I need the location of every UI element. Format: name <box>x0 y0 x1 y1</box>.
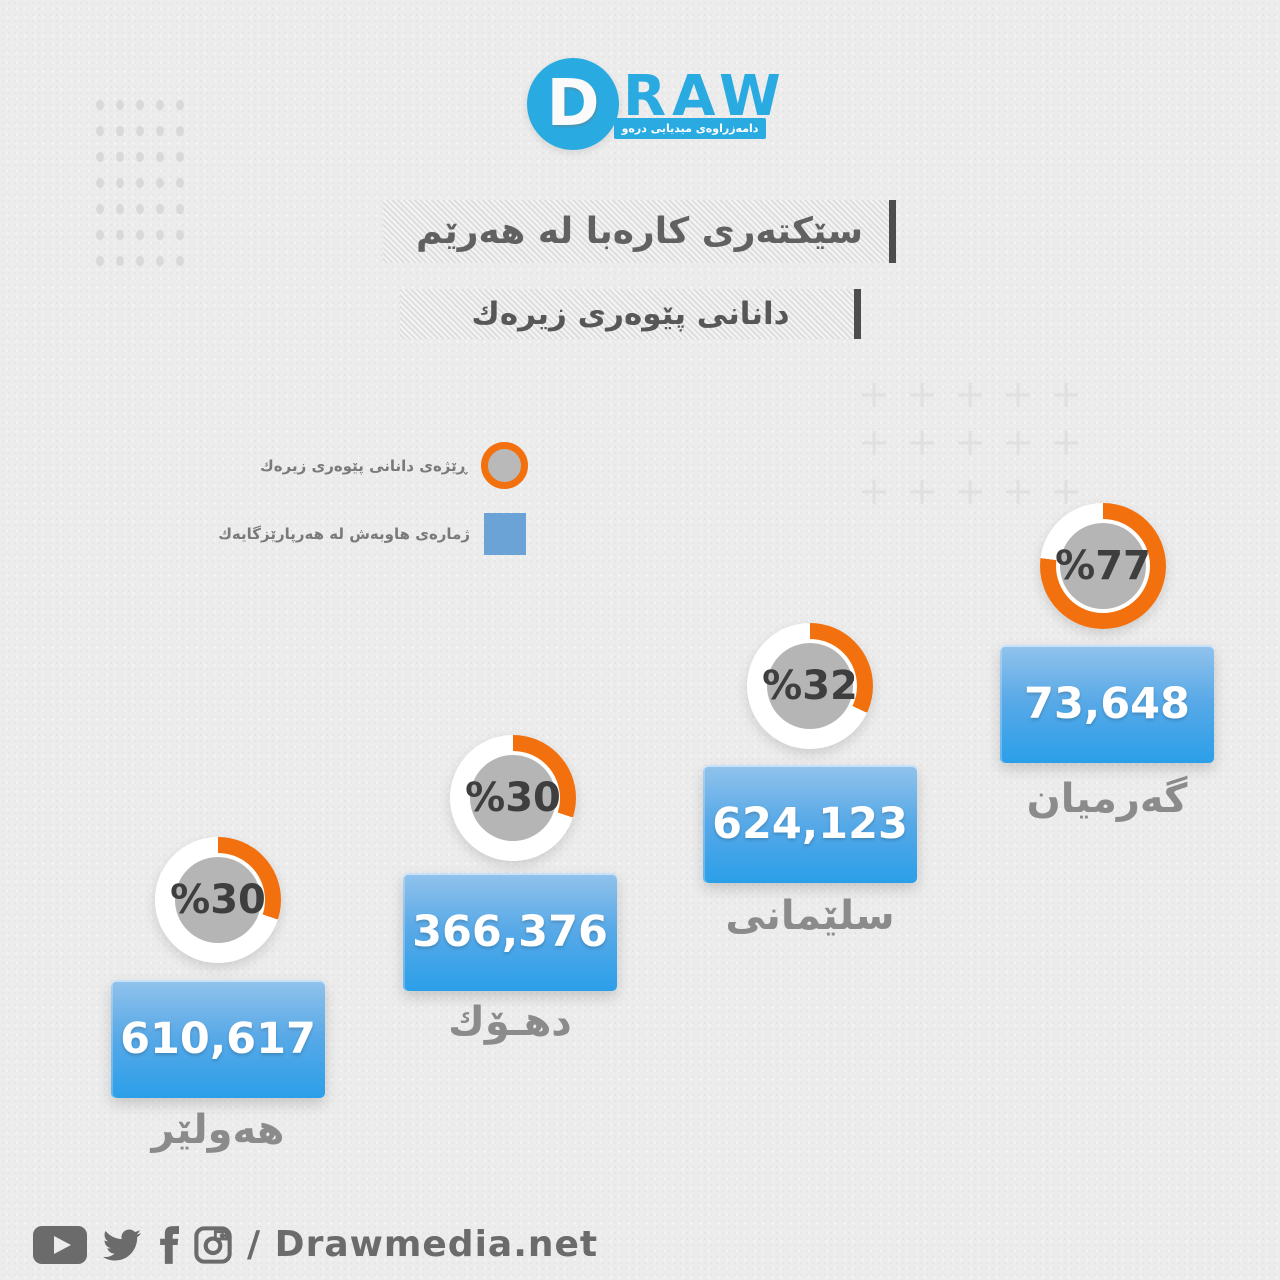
title-banner-1: سێكتەری كارەبا له هەرێم <box>383 200 896 263</box>
percent-hewler: %30 <box>170 877 266 923</box>
donut-slemani: %32 <box>747 623 873 749</box>
facebook-icon[interactable] <box>157 1225 179 1264</box>
percent-garmian: %77 <box>1055 543 1151 589</box>
percent-slemani: %32 <box>762 663 858 709</box>
footer: / Drawmedia.net <box>33 1224 598 1265</box>
donut-garmian: %77 <box>1040 503 1166 629</box>
legend-square-icon <box>484 513 526 555</box>
percent-duhok: %30 <box>465 775 561 821</box>
subscribers-hewler: 610,617 <box>120 1014 316 1064</box>
legend-percent: ڕێژەی دانانی پێوەری زیرەك <box>260 442 528 489</box>
dot-grid-pattern <box>90 92 192 270</box>
subscriber-box-garmian: 73,648 <box>1000 645 1214 763</box>
region-label-hewler: هەولێر <box>151 1107 285 1153</box>
donut-duhok: %30 <box>450 735 576 861</box>
instagram-icon[interactable] <box>194 1225 232 1264</box>
subscribers-slemani: 624,123 <box>712 799 908 849</box>
twitter-icon[interactable] <box>102 1226 142 1264</box>
donut-garmian-inner: %77 <box>1055 519 1151 613</box>
donut-hewler: %30 <box>155 837 281 963</box>
title-accent-bar <box>889 200 896 263</box>
title-banner-2: دانانی پێوەری زیرەك <box>400 289 861 339</box>
plus-pattern: + + + + + + + + + + + + + + + <box>858 372 1082 513</box>
subscriber-box-hewler: 610,617 <box>111 980 325 1098</box>
legend-count-label: ژمارەی هاوبەش له هەرپارێزگایەك <box>218 525 470 543</box>
draw-logo-circle: D <box>527 58 619 150</box>
region-label-garmian: گەرمیان <box>1026 776 1188 822</box>
legend-count: ژمارەی هاوبەش له هەرپارێزگایەك <box>218 513 526 555</box>
subscribers-garmian: 73,648 <box>1024 679 1190 729</box>
donut-duhok-inner: %30 <box>465 751 561 845</box>
subtitle-accent-bar <box>854 289 861 339</box>
region-label-slemani: سلێمانی <box>725 893 895 939</box>
donut-slemani-inner: %32 <box>762 639 858 733</box>
youtube-icon[interactable] <box>33 1225 87 1264</box>
donut-hewler-inner: %30 <box>170 853 266 947</box>
region-label-duhok: دهـۆك <box>448 999 572 1045</box>
footer-site-link[interactable]: / Drawmedia.net <box>247 1224 599 1265</box>
page-title: سێكتەری كارەبا له هەرێم <box>416 211 863 252</box>
draw-logo-d: D <box>546 67 600 141</box>
legend-percent-label: ڕێژەی دانانی پێوەری زیرەك <box>260 456 467 475</box>
page-subtitle: دانانی پێوەری زیرەك <box>471 296 790 332</box>
subscribers-duhok: 366,376 <box>412 907 608 957</box>
subscriber-box-slemani: 624,123 <box>703 765 917 883</box>
draw-logo-tagline: دامەزراوەی میدیایی درەو <box>614 118 766 139</box>
subscriber-box-duhok: 366,376 <box>403 873 617 991</box>
legend-donut-icon <box>481 442 528 489</box>
